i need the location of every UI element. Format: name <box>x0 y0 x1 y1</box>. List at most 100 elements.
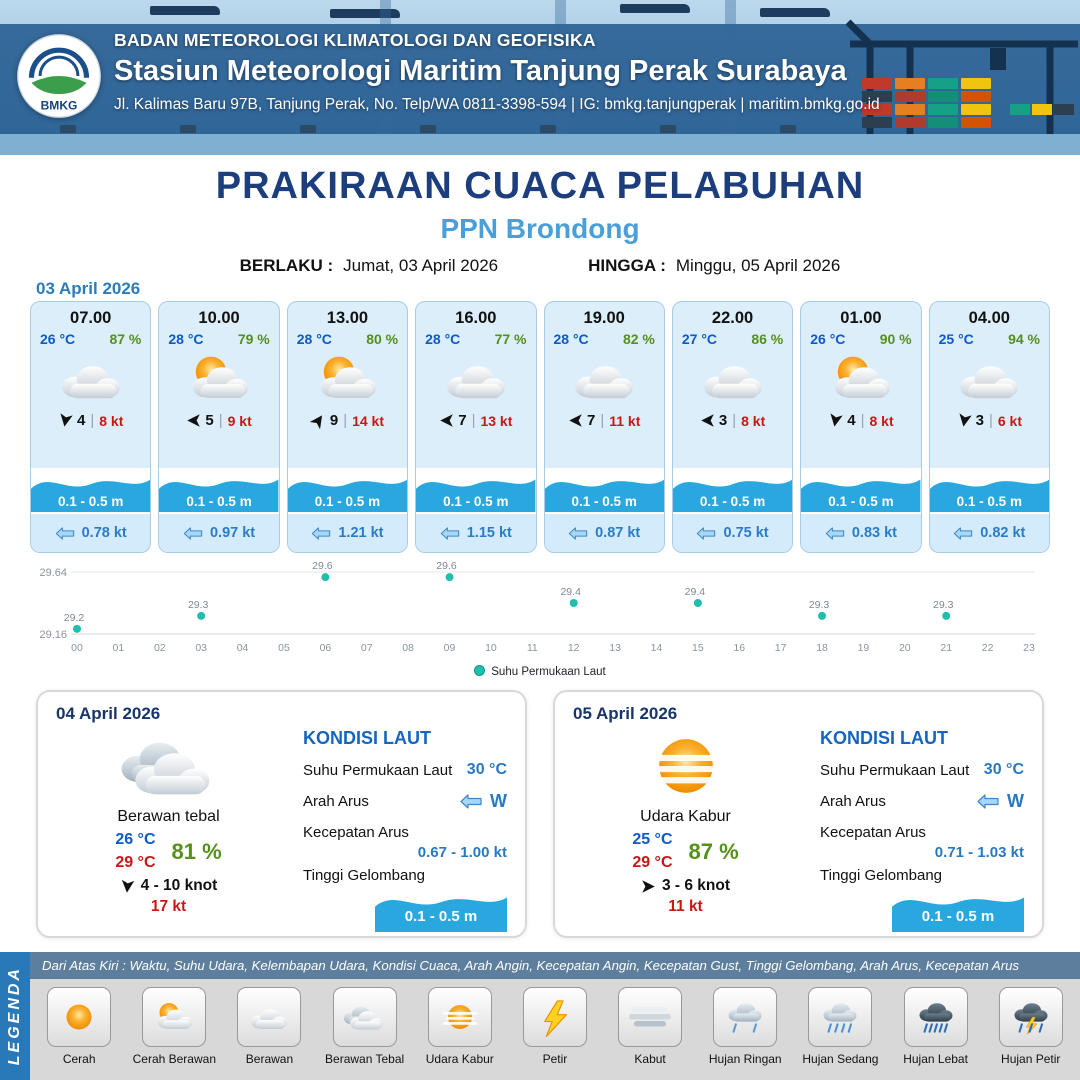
current-row: 0.87 kt <box>544 512 664 552</box>
wind-speed: 4 <box>77 412 86 429</box>
legend-label: Berawan Tebal <box>325 1052 405 1066</box>
gust-value: 14 kt <box>352 412 385 429</box>
temperature: 28 °C <box>296 331 332 347</box>
svg-text:02: 02 <box>154 642 166 654</box>
wave-height-badge: 0.1 - 0.5 m <box>892 886 1024 932</box>
svg-text:07: 07 <box>361 642 373 654</box>
page-title: PRAKIRAAN CUACA PELABUHAN <box>215 165 865 207</box>
legend-label: Berawan <box>245 1052 294 1066</box>
svg-text:29.16: 29.16 <box>39 629 67 641</box>
wave-height-value: 0.1 - 0.5 m <box>921 908 995 925</box>
wind-direction-icon <box>308 410 329 431</box>
current-speed-value: 0.83 kt <box>851 525 898 541</box>
legend-item-udara-kabur: Udara Kabur <box>414 987 506 1066</box>
sst-chart-svg: 29.64 29.16 00 01 02 03 04 05 06 07 08 09 10 11 12 13 14… <box>39 560 1035 654</box>
daily-date: 05 April 2026 <box>573 704 678 723</box>
header-bottom-strip <box>0 134 1080 155</box>
forecast-card-22.00: 22.00 27 °C 86 % 3 | 8 kt 0.1 - 0.5 m 0.… <box>671 301 794 553</box>
window-frame <box>725 0 736 155</box>
time-label: 07.00 <box>70 309 112 327</box>
svg-text:19: 19 <box>858 642 870 654</box>
svg-text:29.3: 29.3 <box>933 599 954 611</box>
current-speed-value: 0.97 kt <box>209 525 256 541</box>
legend-items: Cerah Cerah Berawan Berawan Berawan Teba… <box>30 979 1080 1080</box>
svg-text:29.6: 29.6 <box>436 560 457 572</box>
cerah-berawan-icon <box>142 987 207 1047</box>
temperature: 26 °C <box>810 331 846 347</box>
weather-icon-cerah-berawan <box>288 349 407 409</box>
legend-item-hujan-sedang: Hujan Sedang <box>794 987 886 1066</box>
humidity: 82 % <box>622 331 655 347</box>
svg-text:29.64: 29.64 <box>39 567 67 579</box>
svg-text:08: 08 <box>402 642 414 654</box>
gust-value: 11 kt <box>668 898 703 915</box>
current-speed-value: 1.21 kt <box>338 525 384 541</box>
current-direction-icon <box>459 794 483 809</box>
kabut-icon <box>618 987 683 1047</box>
humidity: 90 % <box>879 331 912 347</box>
legend-label: Hujan Ringan <box>708 1052 782 1066</box>
svg-text:03: 03 <box>195 642 207 654</box>
org-name: BADAN METEOROLOGI KLIMATOLOGI DAN GEOFIS… <box>114 30 596 50</box>
weather-icon-berawan <box>673 349 792 409</box>
weather-icon-berawan <box>31 349 150 409</box>
temperature: 25 °C <box>938 331 974 347</box>
time-label: 10.00 <box>198 309 240 327</box>
current-direction-label: Arah Arus <box>820 793 886 810</box>
time-label: 19.00 <box>583 309 625 327</box>
current-direction-icon <box>183 526 203 540</box>
svg-text:10: 10 <box>485 642 497 654</box>
condition-label: Berawan tebal <box>117 808 220 825</box>
svg-text:12: 12 <box>568 642 580 654</box>
legend-item-hujan-lebat: Hujan Lebat <box>890 987 982 1066</box>
legend-item-berawan-tebal: Berawan Tebal <box>319 987 411 1066</box>
forecast-card-04.00: 04.00 25 °C 94 % 3 | 6 kt 0.1 - 0.5 m 0.… <box>928 301 1050 553</box>
svg-text:29.2: 29.2 <box>64 612 85 624</box>
gust-value: 8 kt <box>741 412 766 429</box>
wind-speed: 5 <box>205 412 214 429</box>
temperature: 28 °C <box>553 331 589 347</box>
time-label: 04.00 <box>968 309 1010 327</box>
temp-min: 25 °C <box>632 831 673 848</box>
wave-height-value: 0.1 - 0.5 m <box>828 494 894 509</box>
legend-label: Cerah Berawan <box>132 1052 216 1066</box>
window-frame <box>380 0 391 155</box>
current-speed-value: 0.78 kt <box>81 525 127 541</box>
sea-condition-title: KONDISI LAUT <box>303 728 431 748</box>
current-row: 1.15 kt <box>416 512 536 552</box>
berlaku-label: BERLAKU : <box>239 256 334 275</box>
hujan-ringan-icon <box>713 987 778 1047</box>
legend-sidebar-label: LEGENDA <box>6 966 23 1066</box>
hujan-sedang-icon <box>808 987 873 1047</box>
gust-value: 8 kt <box>869 412 894 429</box>
wind-row: 7 | 13 kt <box>416 412 535 429</box>
svg-text:23: 23 <box>1023 642 1035 654</box>
wave-height-value: 0.1 - 0.5 m <box>314 494 381 509</box>
temp-max: 29 °C <box>115 854 156 871</box>
forecast-date: 03 April 2026 <box>36 279 141 298</box>
wave-height-value: 0.1 - 0.5 m <box>443 494 509 509</box>
legend-item-berawan: Berawan <box>223 987 315 1066</box>
title-block: PRAKIRAAN CUACA PELABUHAN PPN Brondong B… <box>0 165 1080 276</box>
current-speed-value: 1.15 kt <box>466 525 512 541</box>
sst-chart: 29.64 29.16 00 01 02 03 04 05 06 07 08 09 10 11 12 13 14… <box>25 558 1055 663</box>
temp-min: 26 °C <box>115 831 156 848</box>
wave-height-band: 0.1 - 0.5 m <box>929 468 1049 514</box>
hujan-lebat-icon <box>903 987 968 1047</box>
svg-text:29.3: 29.3 <box>809 599 830 611</box>
wind-row: 4 | 8 kt <box>801 412 920 429</box>
legend-label: Petir <box>542 1052 568 1066</box>
temperature: 28 °C <box>168 331 204 347</box>
berawan-tebal-icon <box>332 987 397 1047</box>
wave-height-band: 0.1 - 0.5 m <box>287 468 408 514</box>
legend-label: Hujan Sedang <box>802 1052 879 1066</box>
sea-condition-title: KONDISI LAUT <box>820 728 948 748</box>
petir-icon <box>522 987 587 1047</box>
current-direction-icon <box>696 526 716 540</box>
current-direction-icon <box>55 526 75 540</box>
svg-text:18: 18 <box>816 642 828 654</box>
forecast-card-10.00: 10.00 28 °C 79 % 5 | 9 kt 0.1 - 0.5 m 0.… <box>158 301 280 553</box>
wind-row: 3 | 6 kt <box>930 412 1049 429</box>
wave-height-value: 0.1 - 0.5 m <box>571 494 637 509</box>
legend-description: Dari Atas Kiri : Waktu, Suhu Udara, Kele… <box>30 952 1080 979</box>
